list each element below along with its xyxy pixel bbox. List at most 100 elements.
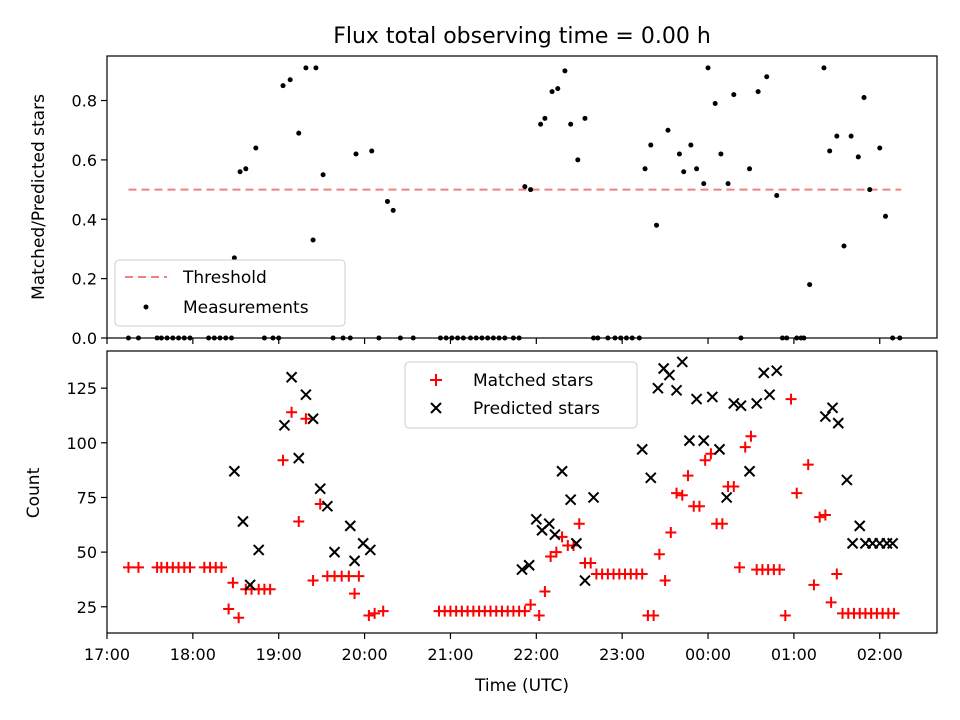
legend-matched-swatch — [430, 374, 442, 386]
measurement-point — [353, 151, 359, 157]
matched-star-point — [573, 518, 585, 530]
matched-star-point — [728, 481, 740, 493]
measurement-point — [848, 133, 854, 139]
matched-star-point — [343, 570, 355, 582]
x-tick-label: 21:00 — [427, 645, 473, 664]
top-legend: Threshold Measurements — [114, 259, 346, 327]
predicted-star-point — [300, 389, 312, 401]
measurement-point — [841, 243, 847, 249]
legend-predicted-swatch — [430, 402, 442, 414]
legend-predicted-label: Predicted stars — [473, 399, 600, 419]
x-tick-label: 02:00 — [857, 645, 903, 664]
predicted-star-point — [670, 384, 683, 397]
predicted-star-point — [645, 472, 657, 484]
predicted-star-point — [841, 474, 853, 486]
y-tick-label: 100 — [66, 434, 97, 453]
measurement-point — [313, 65, 319, 71]
measurement-point — [237, 169, 243, 175]
matched-star-point — [648, 610, 660, 622]
matched-star-point — [363, 610, 375, 622]
predicted-star-point — [683, 434, 696, 447]
measurement-point — [310, 237, 316, 243]
measurement-point — [648, 142, 654, 148]
predicted-star-point — [293, 452, 305, 464]
measurement-point — [731, 92, 737, 98]
predicted-star-point — [587, 491, 600, 504]
predicted-star-point — [543, 517, 555, 530]
legend-threshold-label: Threshold — [182, 268, 267, 288]
matched-star-point — [699, 454, 711, 466]
bottom-plot-area — [122, 356, 900, 624]
x-tick-label: 19:00 — [256, 645, 302, 664]
measurement-point — [243, 166, 249, 172]
predicted-star-point — [556, 465, 568, 477]
measurement-point — [676, 151, 682, 157]
measurement-point — [390, 207, 396, 213]
y-tick-label: 50 — [77, 543, 97, 562]
measurement-point — [568, 121, 574, 127]
predicted-star-point — [344, 520, 356, 532]
measurement-point — [747, 166, 753, 172]
top-x-axis — [106, 338, 881, 344]
matched-star-point — [791, 487, 803, 499]
matched-star-point — [122, 561, 134, 573]
top-legend-box — [114, 259, 346, 327]
predicted-star-point — [854, 520, 866, 532]
predicted-star-point — [549, 528, 561, 541]
predicted-star-point — [758, 367, 770, 379]
predicted-star-point — [819, 410, 832, 423]
matched-star-point — [745, 430, 757, 442]
predicted-star-point — [364, 544, 377, 556]
predicted-star-point — [579, 574, 591, 587]
predicted-star-point — [728, 397, 740, 410]
predicted-star-point — [720, 491, 733, 504]
legend-matched-label: Matched stars — [473, 371, 593, 391]
matched-star-point — [525, 599, 537, 611]
predicted-star-point — [228, 465, 241, 477]
matched-star-point — [585, 557, 597, 569]
predicted-star-point — [652, 382, 664, 394]
measurement-point — [528, 187, 534, 193]
matched-star-point — [739, 441, 751, 453]
x-tick-label: 20:00 — [342, 645, 388, 664]
predicted-star-point — [237, 515, 249, 528]
matched-star-point — [636, 568, 648, 580]
predicted-star-point — [886, 537, 899, 550]
predicted-star-point — [663, 369, 676, 381]
predicted-star-point — [285, 371, 298, 383]
predicted-star-point — [244, 579, 256, 591]
measurement-point — [654, 222, 660, 228]
predicted-star-point — [307, 413, 319, 425]
y-tick-label: 0.0 — [72, 329, 97, 348]
measurement-point — [681, 169, 687, 175]
matched-star-point — [671, 487, 683, 499]
measurement-point — [280, 83, 286, 89]
y-tick-label: 25 — [77, 598, 97, 617]
predicted-star-point — [516, 563, 528, 576]
x-tick-label: 17:00 — [84, 645, 130, 664]
measurement-point — [575, 157, 581, 163]
measurement-point — [855, 154, 861, 160]
matched-star-point — [184, 561, 196, 573]
matched-star-point — [286, 406, 298, 418]
matched-star-point — [785, 393, 797, 405]
measurement-point — [303, 65, 309, 71]
measurement-point — [694, 166, 700, 172]
matched-star-point — [716, 518, 728, 530]
predicted-star-point — [570, 537, 583, 550]
measurement-point — [718, 151, 724, 157]
matched-star-point — [774, 564, 786, 576]
matched-star-point — [215, 561, 227, 573]
x-tick-label: 18:00 — [170, 645, 216, 664]
bottom-x-axis-label: Time (UTC) — [474, 676, 569, 696]
matched-star-point — [132, 561, 144, 573]
matched-star-point — [693, 500, 705, 512]
matched-star-point — [307, 575, 319, 587]
bottom-x-axis: 17:00 18:00 19:00 20:00 21:00 22:00 23:00 00:00… — [84, 633, 903, 664]
measurement-point — [549, 89, 555, 95]
predicted-star-point — [832, 417, 844, 429]
measurement-point — [882, 213, 888, 219]
predicted-star-point — [713, 443, 726, 456]
measurement-point — [582, 115, 588, 121]
